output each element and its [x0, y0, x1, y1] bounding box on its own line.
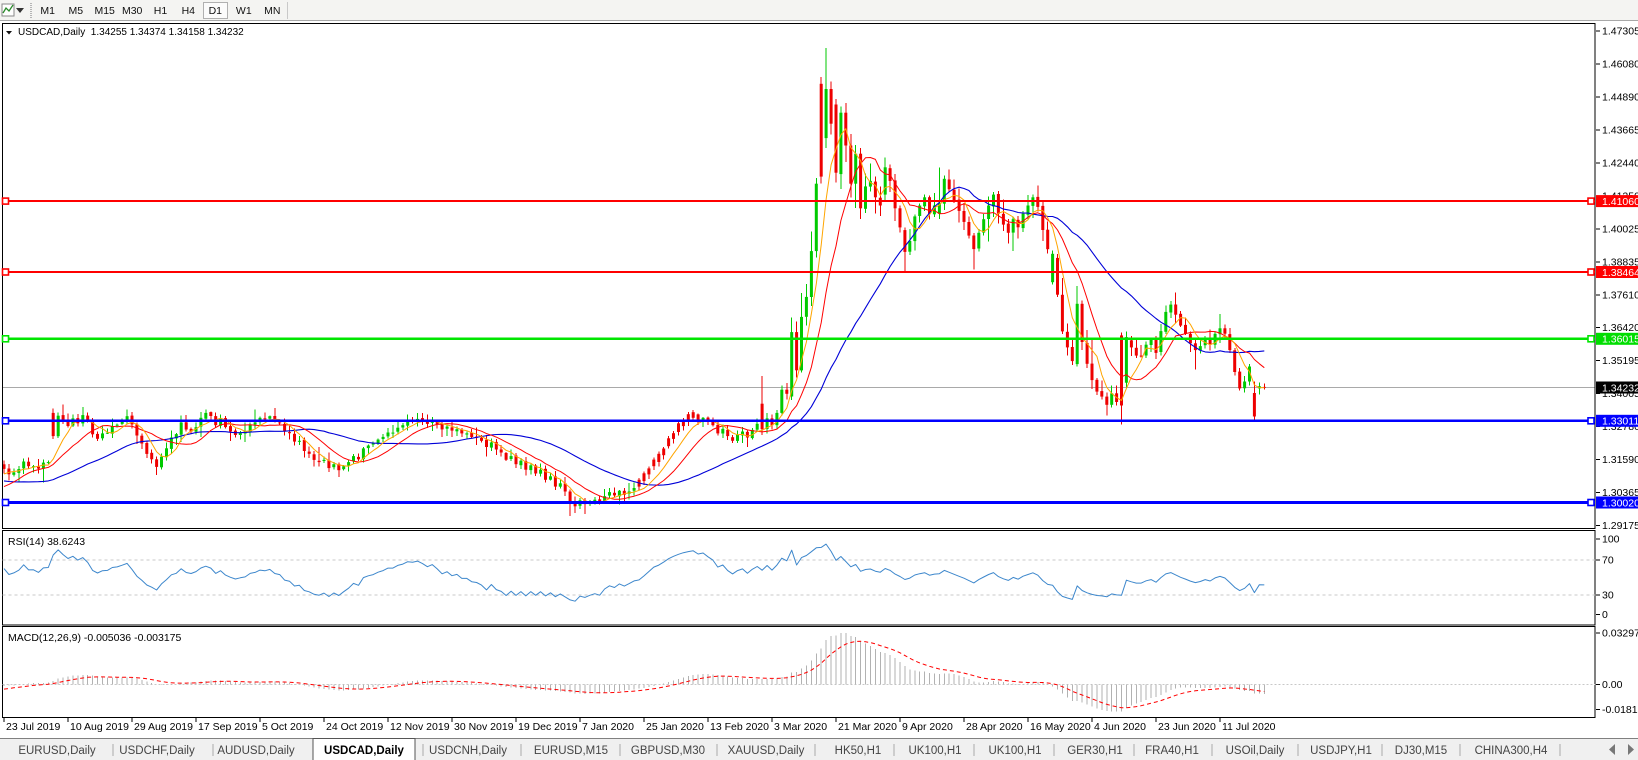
svg-text:1.34232: 1.34232	[1602, 382, 1638, 394]
svg-text:1.29175: 1.29175	[1602, 520, 1638, 532]
svg-text:1.30365: 1.30365	[1602, 487, 1638, 499]
svg-text:1.37610: 1.37610	[1602, 289, 1638, 301]
svg-text:21 Mar 2020: 21 Mar 2020	[838, 721, 897, 733]
svg-text:USOil,Daily: USOil,Daily	[1226, 745, 1285, 757]
svg-text:AUDUSD,Daily: AUDUSD,Daily	[217, 745, 295, 757]
svg-text:24 Oct 2019: 24 Oct 2019	[326, 721, 383, 733]
svg-text:17 Sep 2019: 17 Sep 2019	[198, 721, 258, 733]
svg-text:M15: M15	[94, 5, 115, 17]
svg-text:M30: M30	[122, 5, 143, 17]
svg-text:HK50,H1: HK50,H1	[835, 745, 882, 757]
svg-text:1.47305: 1.47305	[1602, 26, 1638, 38]
svg-text:GER30,H1: GER30,H1	[1067, 745, 1123, 757]
svg-text:CHINA300,H4: CHINA300,H4	[1475, 745, 1548, 757]
svg-text:12 Nov 2019: 12 Nov 2019	[390, 721, 450, 733]
svg-text:0.032972: 0.032972	[1602, 628, 1638, 640]
svg-text:1.35195: 1.35195	[1602, 355, 1638, 367]
svg-text:1.30020: 1.30020	[1602, 497, 1638, 509]
svg-text:4 Jun 2020: 4 Jun 2020	[1094, 721, 1146, 733]
svg-text:1.31590: 1.31590	[1602, 454, 1638, 466]
svg-text:H1: H1	[154, 5, 168, 17]
svg-text:5 Oct 2019: 5 Oct 2019	[262, 721, 314, 733]
svg-text:USDCNH,Daily: USDCNH,Daily	[429, 745, 507, 757]
svg-text:1.46080: 1.46080	[1602, 59, 1638, 71]
svg-text:USDCHF,Daily: USDCHF,Daily	[119, 745, 195, 757]
svg-text:29 Aug 2019: 29 Aug 2019	[134, 721, 193, 733]
svg-text:19 Dec 2019: 19 Dec 2019	[518, 721, 578, 733]
svg-text:100: 100	[1602, 534, 1620, 546]
svg-text:H4: H4	[182, 5, 196, 17]
svg-text:13 Feb 2020: 13 Feb 2020	[710, 721, 769, 733]
svg-text:RSI(14) 38.6243: RSI(14) 38.6243	[8, 536, 85, 548]
svg-text:UK100,H1: UK100,H1	[908, 745, 961, 757]
svg-text:EURUSD,M15: EURUSD,M15	[534, 745, 608, 757]
svg-text:M1: M1	[40, 5, 55, 17]
svg-text:0: 0	[1602, 609, 1608, 621]
svg-text:DJ30,M15: DJ30,M15	[1395, 745, 1447, 757]
svg-text:1.38464: 1.38464	[1602, 267, 1638, 279]
svg-text:1.36015: 1.36015	[1602, 334, 1638, 346]
svg-text:MACD(12,26,9) -0.005036 -0.003: MACD(12,26,9) -0.005036 -0.003175	[8, 632, 182, 644]
svg-text:USDCAD,Daily 1.34255 1.34374: USDCAD,Daily 1.34255 1.34374 1.34158 1.3…	[18, 27, 244, 38]
svg-text:UK100,H1: UK100,H1	[988, 745, 1041, 757]
svg-text:11 Jul 2020: 11 Jul 2020	[1222, 721, 1276, 733]
svg-text:EURUSD,Daily: EURUSD,Daily	[18, 745, 96, 757]
svg-text:1.38835: 1.38835	[1602, 256, 1638, 268]
svg-text:25 Jan 2020: 25 Jan 2020	[646, 721, 704, 733]
svg-text:9 Apr 2020: 9 Apr 2020	[902, 721, 953, 733]
svg-text:USDCAD,Daily: USDCAD,Daily	[324, 745, 404, 757]
svg-text:1.33011: 1.33011	[1602, 416, 1638, 428]
svg-text:1.44890: 1.44890	[1602, 91, 1638, 103]
svg-text:30: 30	[1602, 590, 1614, 602]
svg-text:1.42440: 1.42440	[1602, 157, 1638, 169]
svg-text:23 Jul 2019: 23 Jul 2019	[6, 721, 60, 733]
svg-text:1.41060: 1.41060	[1602, 196, 1638, 208]
svg-text:16 May 2020: 16 May 2020	[1030, 721, 1091, 733]
svg-text:FRA40,H1: FRA40,H1	[1145, 745, 1199, 757]
svg-text:-0.018154: -0.018154	[1602, 704, 1638, 716]
svg-text:70: 70	[1602, 555, 1614, 567]
svg-text:3 Mar 2020: 3 Mar 2020	[774, 721, 827, 733]
svg-text:MN: MN	[264, 5, 280, 17]
svg-text:0.00: 0.00	[1602, 679, 1623, 691]
svg-text:7 Jan 2020: 7 Jan 2020	[582, 721, 634, 733]
svg-text:28 Apr 2020: 28 Apr 2020	[966, 721, 1023, 733]
svg-text:1.36420: 1.36420	[1602, 322, 1638, 334]
svg-text:GBPUSD,M30: GBPUSD,M30	[631, 745, 705, 757]
svg-text:10 Aug 2019: 10 Aug 2019	[70, 721, 129, 733]
svg-text:M5: M5	[69, 5, 84, 17]
svg-text:23 Jun 2020: 23 Jun 2020	[1158, 721, 1216, 733]
svg-text:1.43665: 1.43665	[1602, 124, 1638, 136]
svg-text:1.40025: 1.40025	[1602, 223, 1638, 235]
svg-text:30 Nov 2019: 30 Nov 2019	[454, 721, 514, 733]
svg-text:USDJPY,H1: USDJPY,H1	[1310, 745, 1372, 757]
svg-text:D1: D1	[209, 5, 223, 17]
svg-text:XAUUSD,Daily: XAUUSD,Daily	[728, 745, 805, 757]
svg-text:W1: W1	[236, 5, 252, 17]
